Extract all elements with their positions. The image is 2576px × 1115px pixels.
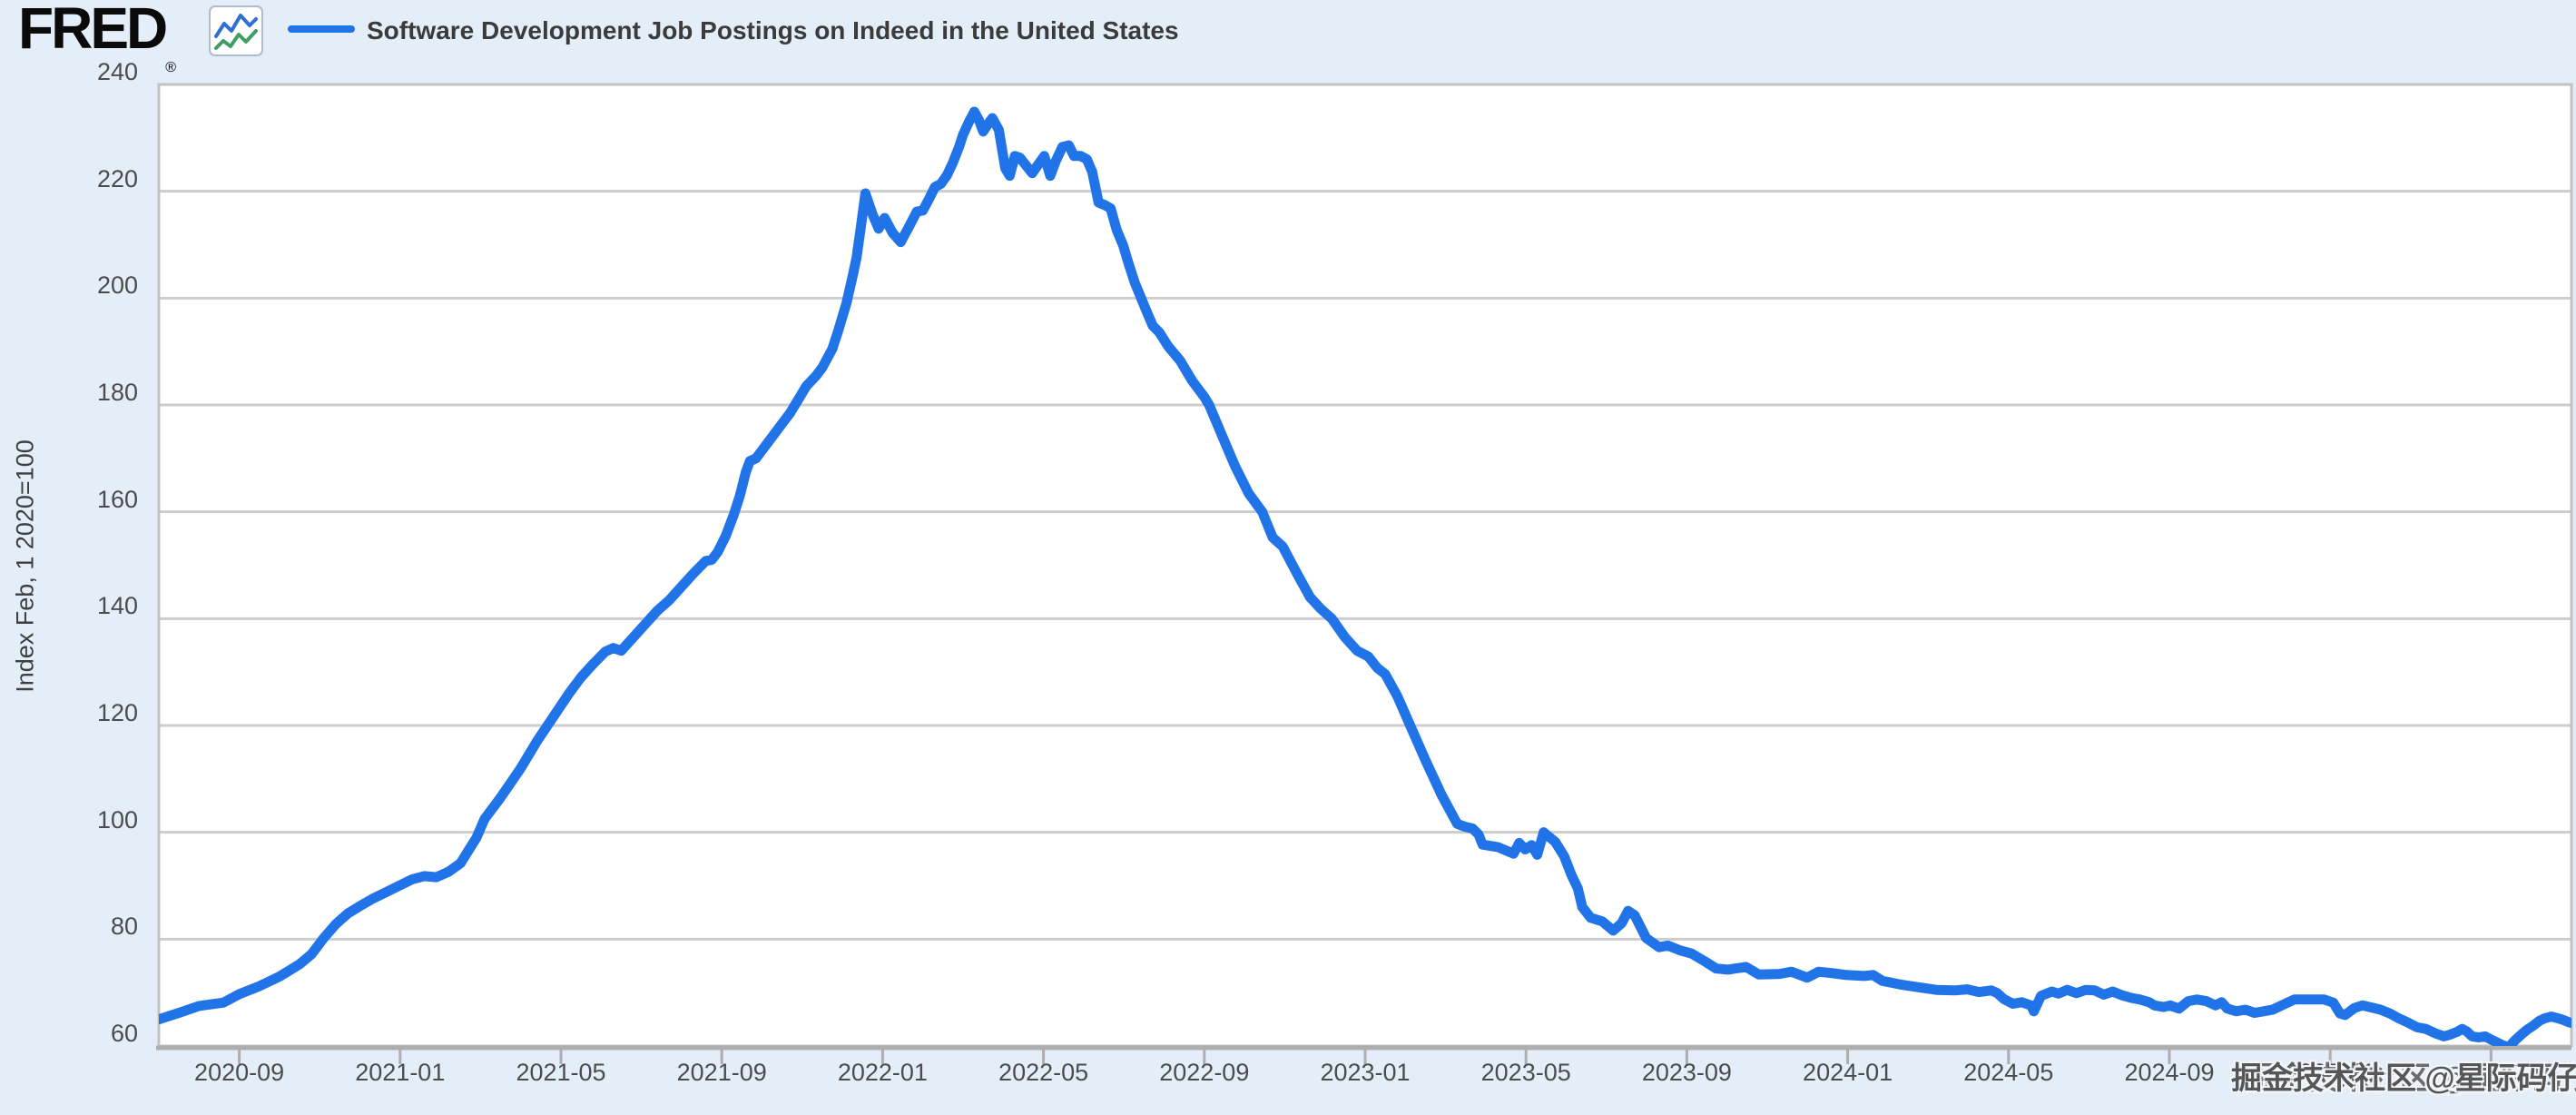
- x-tick-label-2024-05: 2024-05: [1963, 1059, 2054, 1086]
- x-tick-label-2024-01: 2024-01: [1803, 1059, 1893, 1086]
- x-tick-label-2021-09: 2021-09: [676, 1059, 767, 1086]
- watermark: 掘金技术社区 @星际码仔: [2231, 1061, 2576, 1096]
- series-line: [159, 106, 2571, 1046]
- x-tick-label-2022-05: 2022-05: [998, 1059, 1089, 1086]
- fred-sparkline-icon: [209, 5, 263, 56]
- y-tick-label-180: 180: [96, 379, 138, 406]
- y-tick-label-200: 200: [96, 271, 138, 300]
- y-tick-label-240: 240: [96, 58, 138, 85]
- x-tick-label-2023-05: 2023-05: [1480, 1059, 1571, 1086]
- y-tick-label-60: 60: [110, 1020, 138, 1047]
- y-tick-label-80: 80: [110, 913, 138, 941]
- y-tick-label-220: 220: [96, 164, 138, 192]
- registered-trademark: ®: [165, 60, 177, 75]
- fred-logo: FRED®: [18, 0, 177, 75]
- legend-line-swatch: [288, 25, 355, 33]
- chart-header: FRED® Software Development Job Postings …: [0, 0, 2576, 75]
- x-tick-label-2022-09: 2022-09: [1159, 1059, 1250, 1086]
- y-tick-label-100: 100: [96, 805, 138, 834]
- x-tick-label-2023-01: 2023-01: [1320, 1059, 1411, 1086]
- x-tick-label-2025-01: 2025-01: [2285, 1059, 2375, 1086]
- x-tick-label-2023-09: 2023-09: [1641, 1059, 1732, 1086]
- x-tick-label-2020-09: 2020-09: [194, 1059, 285, 1086]
- page-title: Software Development Job Postings on Ind…: [367, 16, 1179, 44]
- watermark-ghost: 掘金技术社区 @星际码仔: [2246, 1061, 2576, 1096]
- y-tick-label-140: 140: [96, 592, 138, 620]
- y-axis-title: Index Feb, 1 2020=100: [11, 439, 39, 693]
- x-tick-label-2021-05: 2021-05: [516, 1059, 606, 1086]
- y-tick-label-120: 120: [96, 699, 138, 726]
- x-tick-label-2021-01: 2021-01: [355, 1059, 446, 1086]
- x-tick-label-2024-09: 2024-09: [2124, 1059, 2215, 1086]
- y-tick-label-160: 160: [96, 485, 138, 513]
- plot-area[interactable]: [159, 84, 2571, 1046]
- x-tick-label-2022-01: 2022-01: [837, 1059, 928, 1086]
